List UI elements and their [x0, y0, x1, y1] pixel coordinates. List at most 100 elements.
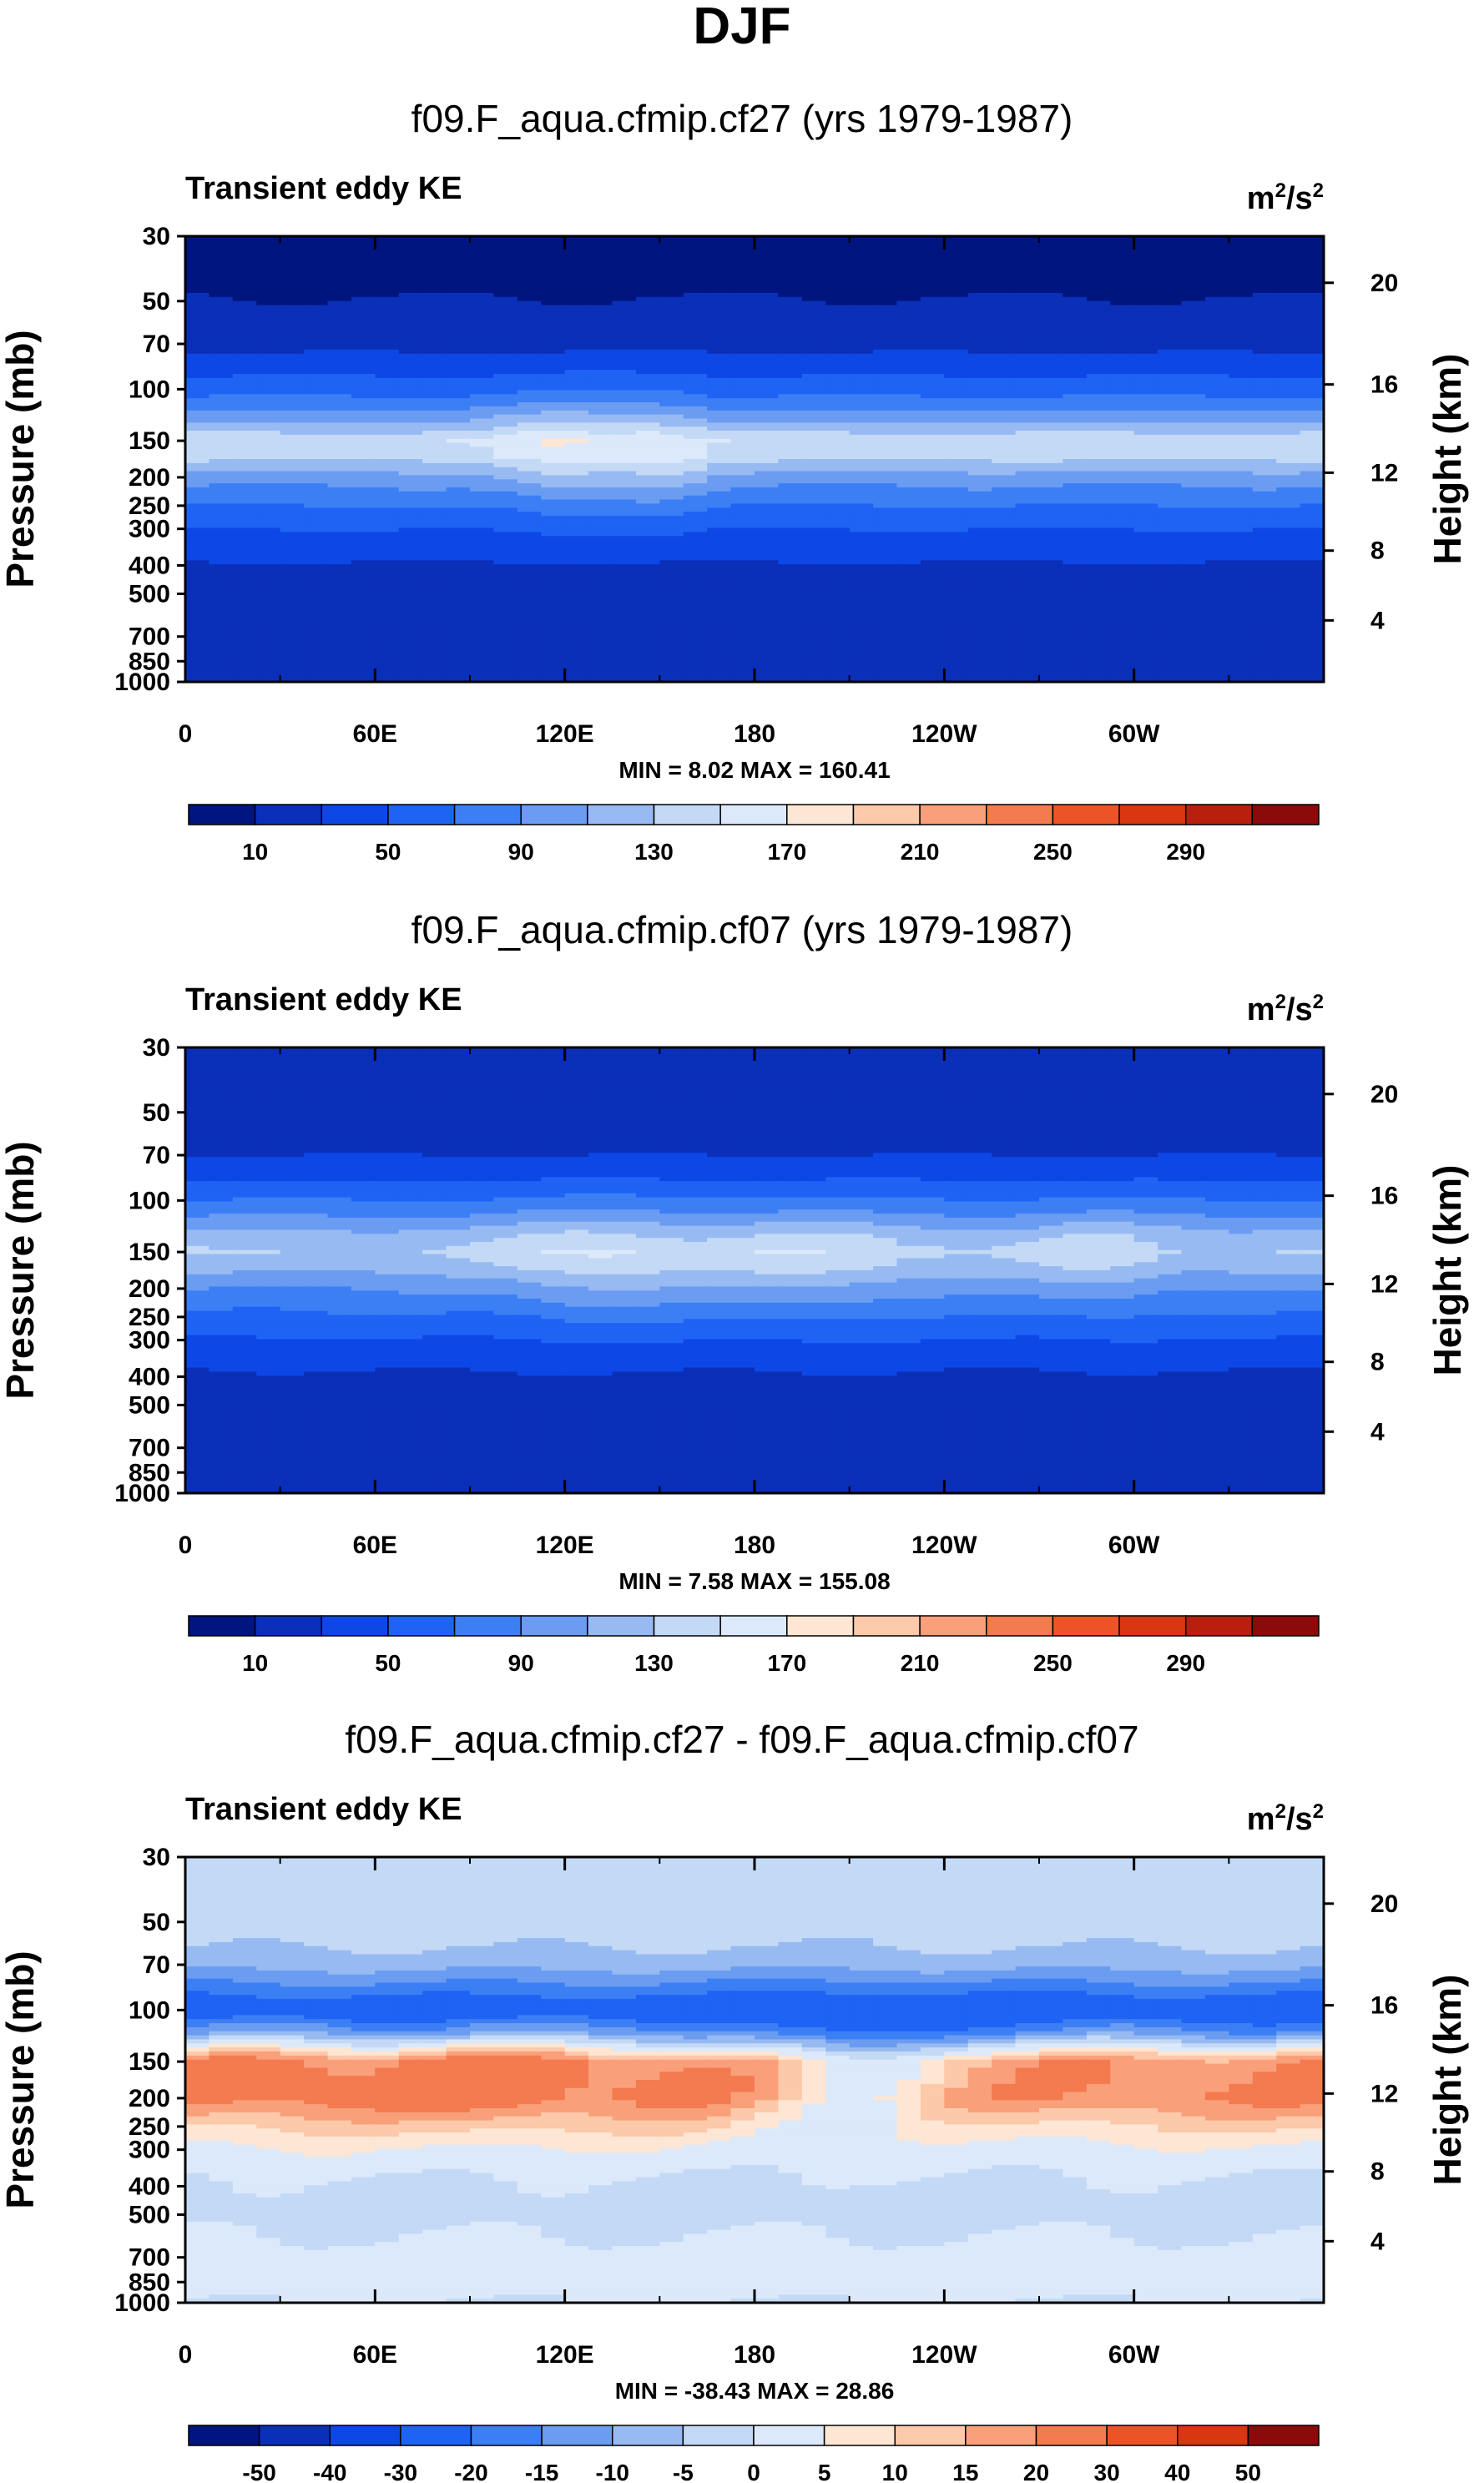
- x-axis: 0 60E 120E 180 120W 60W: [179, 1047, 1230, 1559]
- min-max-label: MIN = 8.02 MAX = 160.41: [618, 757, 890, 783]
- panels: f09.F_aqua.cfmip.cf27 (yrs 1979-1987) Tra…: [0, 97, 1469, 2483]
- colorbar-label: 50: [375, 839, 401, 865]
- y-tick-label: 500: [129, 1391, 170, 1419]
- y-right-tick-label: 16: [1370, 1183, 1398, 1210]
- min-max-label: MIN = 7.58 MAX = 155.08: [618, 1568, 890, 1594]
- x-tick-label: 120E: [536, 1532, 594, 1559]
- x-tick-label: 0: [179, 2341, 193, 2369]
- y-tick-label: 200: [129, 464, 170, 492]
- y-right-tick-label: 8: [1370, 1349, 1385, 1376]
- y-tick-label: 100: [129, 376, 170, 403]
- colorbar-swatch: [188, 1615, 256, 1637]
- colorbar-swatch: [986, 804, 1054, 825]
- y-right-tick-label: 4: [1370, 2228, 1385, 2255]
- colorbar-swatch: [1035, 2425, 1108, 2446]
- colorbar-swatch: [1251, 804, 1320, 825]
- colorbar-label: 210: [901, 1650, 940, 1676]
- colorbar-swatch: [1251, 1615, 1320, 1637]
- colorbar-swatch: [823, 2425, 896, 2446]
- colorbar-label: -30: [384, 2460, 417, 2483]
- colorbar-swatch: [387, 1615, 456, 1637]
- colorbar-label: -20: [454, 2460, 487, 2483]
- colorbar-swatch: [254, 1615, 323, 1637]
- colorbar: 10 50 90 130 170 210 250 290: [188, 804, 1320, 865]
- x-tick-label: 60W: [1108, 2341, 1160, 2369]
- y-tick-label: 1000: [114, 1480, 170, 1507]
- y-tick-label: 1000: [114, 669, 170, 696]
- colorbar-swatch: [653, 804, 721, 825]
- colorbar-swatch: [258, 2425, 331, 2446]
- y-tick-label: 30: [143, 223, 170, 250]
- colorbar-swatch: [852, 804, 921, 825]
- y-tick-label: 500: [129, 580, 170, 608]
- colorbar-swatch: [919, 1615, 987, 1637]
- colorbar-label: 170: [767, 1650, 806, 1676]
- colorbar-label: 290: [1166, 1650, 1205, 1676]
- colorbar-swatch: [986, 1615, 1054, 1637]
- y-right-axis-label: Height (km): [1426, 1165, 1469, 1376]
- y-tick-label: 200: [129, 1275, 170, 1303]
- y-tick-label: 150: [129, 2048, 170, 2076]
- y-right-tick-label: 8: [1370, 2158, 1385, 2186]
- panel-2: f09.F_aqua.cfmip.cf07 (yrs 1979-1987) Tra…: [0, 908, 1469, 1676]
- y-tick-label: 150: [129, 427, 170, 455]
- y-right-tick-label: 4: [1370, 1418, 1385, 1446]
- colorbar-swatch: [520, 1615, 588, 1637]
- colorbar-swatch: [453, 1615, 522, 1637]
- colorbar-label: 250: [1033, 839, 1073, 865]
- colorbar-label: -40: [313, 2460, 346, 2483]
- y-tick-label: 100: [129, 1996, 170, 2024]
- y-tick-label: 300: [129, 1327, 170, 1355]
- y-tick-label: 300: [129, 516, 170, 543]
- units-label: m2/s2: [1247, 991, 1324, 1027]
- colorbar-label: 10: [242, 1650, 268, 1676]
- x-tick-label: 120W: [911, 2341, 977, 2369]
- contour-field: [185, 1857, 1325, 2304]
- colorbar-label: 10: [882, 2460, 908, 2483]
- y-tick-label: 400: [129, 1363, 170, 1390]
- y-axis-right: 20 16 12 8 4 Height (km): [1324, 270, 1469, 634]
- y-right-tick-label: 20: [1370, 1081, 1398, 1108]
- colorbar-swatch: [1184, 804, 1254, 825]
- panel-title: f09.F_aqua.cfmip.cf27 (yrs 1979-1987): [411, 97, 1073, 140]
- units-label: m2/s2: [1247, 179, 1324, 216]
- colorbar-swatch: [453, 804, 522, 825]
- y-tick-label: 50: [143, 288, 170, 315]
- colorbar-label: 50: [375, 1650, 401, 1676]
- colorbar-swatch: [682, 2425, 755, 2446]
- colorbar-swatch: [400, 2425, 472, 2446]
- y-tick-label: 400: [129, 2173, 170, 2200]
- x-tick-label: 60E: [353, 1532, 397, 1559]
- y-tick-label: 50: [143, 1909, 170, 1936]
- x-tick-label: 60E: [353, 720, 397, 748]
- x-tick-label: 60W: [1108, 1532, 1160, 1559]
- y-tick-label: 30: [143, 1844, 170, 1871]
- colorbar-label: 30: [1094, 2460, 1120, 2483]
- colorbar-swatch: [786, 804, 855, 825]
- x-tick-label: 120E: [536, 720, 594, 748]
- colorbar-swatch: [587, 804, 655, 825]
- y-tick-label: 70: [143, 331, 170, 358]
- colorbar-label: 90: [508, 839, 534, 865]
- colorbar-swatch: [653, 1615, 721, 1637]
- units-label: m2/s2: [1247, 1800, 1324, 1837]
- y-tick-label: 30: [143, 1034, 170, 1062]
- y-right-tick-label: 4: [1370, 607, 1385, 634]
- colorbar: 10 50 90 130 170 210 250 290: [188, 1615, 1320, 1676]
- y-axis-label: Pressure (mb): [0, 1141, 42, 1399]
- colorbar-swatch: [786, 1615, 855, 1637]
- panel-title: f09.F_aqua.cfmip.cf27 - f09.F_aqua.cfmip…: [345, 1718, 1138, 1761]
- contour-field: [185, 1047, 1325, 1494]
- y-tick-label: 850: [129, 648, 170, 675]
- colorbar-swatch: [188, 2425, 260, 2446]
- y-tick-label: 850: [129, 2269, 170, 2296]
- y-right-axis-label: Height (km): [1426, 1975, 1469, 2186]
- y-axis-right: 20 16 12 8 4 Height (km): [1324, 1081, 1469, 1446]
- y-right-tick-label: 8: [1370, 537, 1385, 565]
- colorbar-label: 15: [952, 2460, 978, 2483]
- x-tick-label: 120W: [911, 1532, 977, 1559]
- colorbar-swatch: [919, 804, 987, 825]
- y-tick-label: 100: [129, 1187, 170, 1214]
